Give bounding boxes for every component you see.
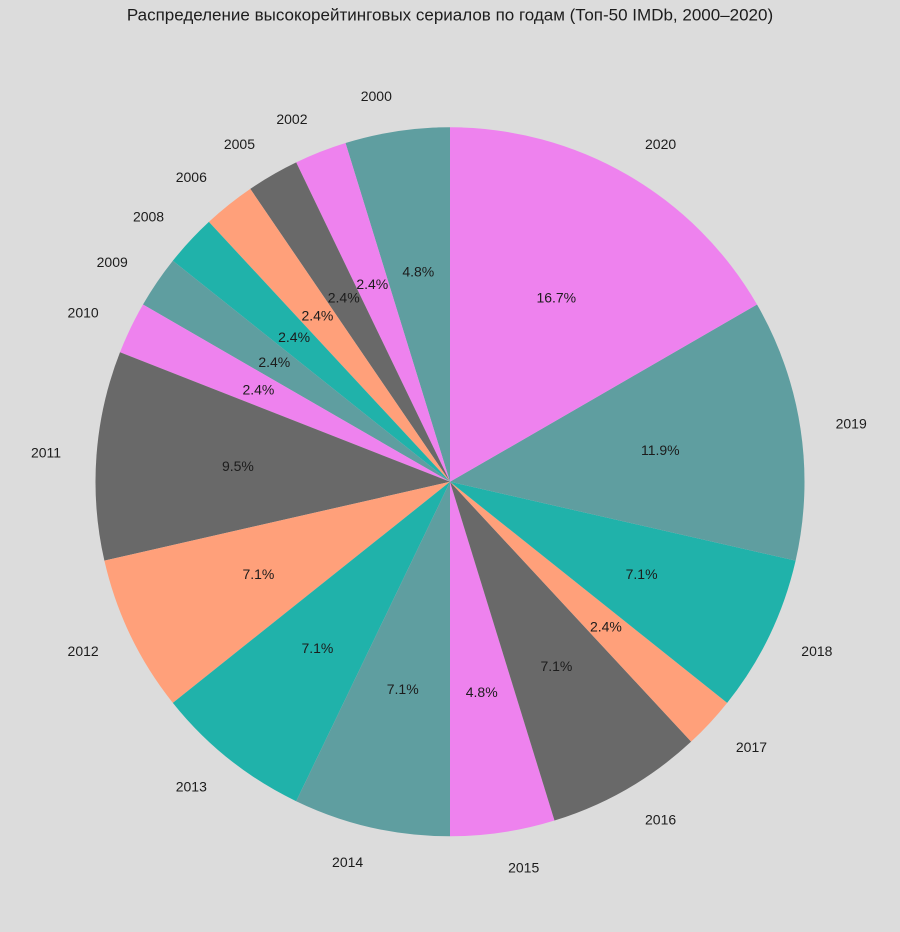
svg-text:2009: 2009 — [97, 254, 128, 270]
svg-text:2017: 2017 — [736, 739, 767, 755]
svg-text:2002: 2002 — [276, 111, 307, 127]
svg-text:2020: 2020 — [645, 136, 676, 152]
svg-text:2000: 2000 — [361, 88, 392, 104]
svg-text:2.4%: 2.4% — [258, 354, 290, 370]
svg-text:2010: 2010 — [68, 305, 99, 321]
svg-text:2006: 2006 — [176, 169, 207, 185]
svg-text:2.4%: 2.4% — [328, 290, 360, 306]
svg-text:9.5%: 9.5% — [222, 458, 254, 474]
svg-text:11.9%: 11.9% — [641, 442, 680, 458]
svg-text:2.4%: 2.4% — [242, 382, 274, 398]
svg-text:2.4%: 2.4% — [278, 329, 310, 345]
svg-text:7.1%: 7.1% — [626, 566, 658, 582]
svg-text:7.1%: 7.1% — [301, 640, 333, 656]
svg-text:4.8%: 4.8% — [402, 264, 434, 280]
svg-text:7.1%: 7.1% — [387, 681, 419, 697]
svg-text:4.8%: 4.8% — [466, 684, 498, 700]
svg-text:2019: 2019 — [836, 416, 867, 432]
svg-text:2011: 2011 — [31, 445, 61, 461]
svg-text:16.7%: 16.7% — [536, 290, 576, 306]
svg-text:Распределение высокорейтинговы: Распределение высокорейтинговых сериалов… — [127, 5, 773, 24]
svg-text:7.1%: 7.1% — [242, 566, 274, 582]
svg-text:2018: 2018 — [801, 643, 832, 659]
svg-text:2.4%: 2.4% — [301, 308, 333, 324]
svg-text:2.4%: 2.4% — [590, 619, 622, 635]
svg-text:7.1%: 7.1% — [540, 658, 572, 674]
svg-text:2014: 2014 — [332, 854, 363, 870]
svg-text:2008: 2008 — [133, 209, 164, 225]
svg-text:2005: 2005 — [224, 136, 255, 152]
svg-text:2015: 2015 — [508, 859, 539, 875]
svg-text:2013: 2013 — [176, 779, 207, 795]
svg-text:2012: 2012 — [68, 643, 99, 659]
svg-text:2016: 2016 — [645, 812, 676, 828]
svg-text:2.4%: 2.4% — [356, 276, 388, 292]
